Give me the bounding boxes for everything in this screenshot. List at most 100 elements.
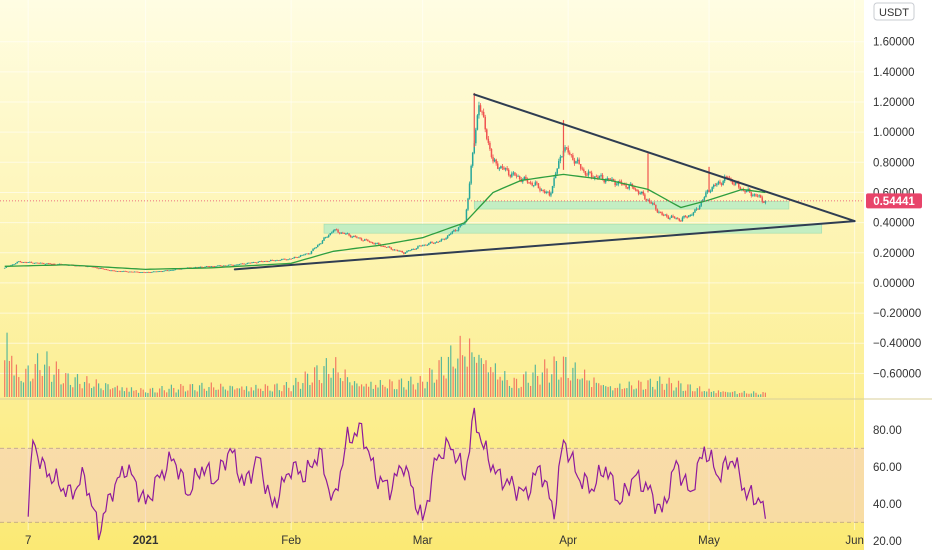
candle-body — [271, 259, 274, 261]
candle-body — [439, 240, 441, 242]
candle-body — [493, 159, 496, 162]
candle-body — [705, 192, 707, 198]
candle-body — [93, 266, 95, 268]
candle-body — [412, 249, 414, 250]
candle-body — [460, 224, 463, 226]
candle-body — [756, 195, 759, 197]
price-axis[interactable]: 1.600001.400001.200001.000000.800000.600… — [873, 37, 921, 381]
candle-body — [695, 208, 698, 210]
candle-body — [758, 195, 760, 197]
trendlines[interactable] — [233, 93, 856, 271]
volume-bar — [349, 382, 351, 397]
candle-body — [431, 241, 433, 243]
volume-bar — [675, 387, 677, 397]
volume-bar — [250, 387, 252, 397]
volume-bar — [123, 391, 126, 397]
currency-badge[interactable]: USDT — [873, 2, 915, 21]
candle-body — [244, 263, 247, 265]
volume-bar — [638, 380, 640, 397]
volume-bar — [323, 366, 325, 397]
candle-body — [157, 271, 159, 273]
candle-body — [454, 230, 457, 231]
candle-body — [171, 269, 173, 271]
volume-bar — [511, 387, 513, 397]
candle-body — [260, 261, 263, 262]
candle-body — [277, 260, 280, 261]
candle-body — [168, 270, 170, 272]
volume-bars — [4, 332, 766, 397]
candle-body — [35, 262, 37, 264]
candle-body — [43, 263, 45, 265]
candle-body — [550, 193, 552, 196]
time-axis[interactable]: 7 2021 Feb Mar Apr May Jun — [25, 535, 864, 547]
candle-body — [119, 271, 122, 273]
candle-body — [392, 249, 394, 251]
candle-body — [107, 269, 109, 271]
candle-body — [722, 181, 724, 185]
volume-bar — [198, 385, 201, 397]
candle-body — [570, 154, 573, 156]
candle-body — [19, 261, 22, 263]
candle-body — [136, 271, 139, 273]
volume-bar — [363, 386, 365, 397]
volume-bar — [170, 384, 172, 397]
volume-bar — [299, 388, 302, 397]
candle-body — [298, 256, 300, 258]
candle-body — [58, 263, 61, 265]
volume-bar — [260, 388, 262, 397]
candle-body — [30, 261, 33, 263]
trendline[interactable] — [473, 93, 856, 223]
volume-bar — [196, 391, 198, 397]
candle-body — [27, 262, 29, 263]
candle-body — [313, 248, 316, 249]
candle-body — [611, 178, 613, 181]
volume-bar — [281, 391, 283, 397]
volume-bar — [100, 388, 102, 397]
volume-bar — [614, 387, 616, 397]
candle-body — [235, 264, 238, 266]
candle-body — [362, 240, 364, 242]
volume-bar — [297, 381, 299, 397]
candle-body — [691, 215, 693, 216]
volume-bar — [206, 390, 208, 397]
candle-body — [528, 182, 530, 184]
candle-body — [662, 214, 665, 216]
volume-bar — [69, 384, 72, 397]
volume-bar — [393, 389, 396, 397]
candle-body — [321, 240, 324, 244]
candle-body — [262, 261, 264, 263]
volume-bar — [612, 390, 614, 397]
candle-body — [482, 111, 485, 117]
volume-bar — [703, 391, 705, 397]
candle-body — [443, 238, 446, 240]
volume-bar — [267, 385, 269, 397]
candle-body — [650, 201, 652, 204]
volume-bar — [304, 371, 306, 397]
candle-body — [21, 262, 23, 263]
candle-body — [445, 238, 447, 240]
candle-body — [640, 191, 643, 194]
candle-body — [498, 168, 501, 170]
volume-bar — [478, 354, 480, 397]
volume-bar — [560, 377, 562, 397]
trendline[interactable] — [233, 220, 856, 271]
volume-bar — [692, 391, 694, 397]
candle-body — [113, 270, 116, 272]
candle-body — [512, 172, 515, 174]
volume-bar — [238, 388, 241, 397]
candle-body — [687, 215, 690, 218]
volume-bar — [591, 387, 593, 397]
candle-body — [597, 176, 599, 178]
volume-bar — [450, 345, 452, 397]
candle-body — [121, 271, 123, 273]
rsi-axis[interactable]: 80.00 60.00 40.00 20.00 — [873, 425, 902, 548]
volume-bar — [168, 388, 170, 397]
candle-body — [25, 262, 28, 264]
candle-body — [536, 182, 538, 184]
volume-bar — [224, 389, 226, 397]
volume-bar — [95, 379, 97, 397]
candle-body — [717, 181, 720, 184]
volume-bar — [569, 380, 572, 397]
